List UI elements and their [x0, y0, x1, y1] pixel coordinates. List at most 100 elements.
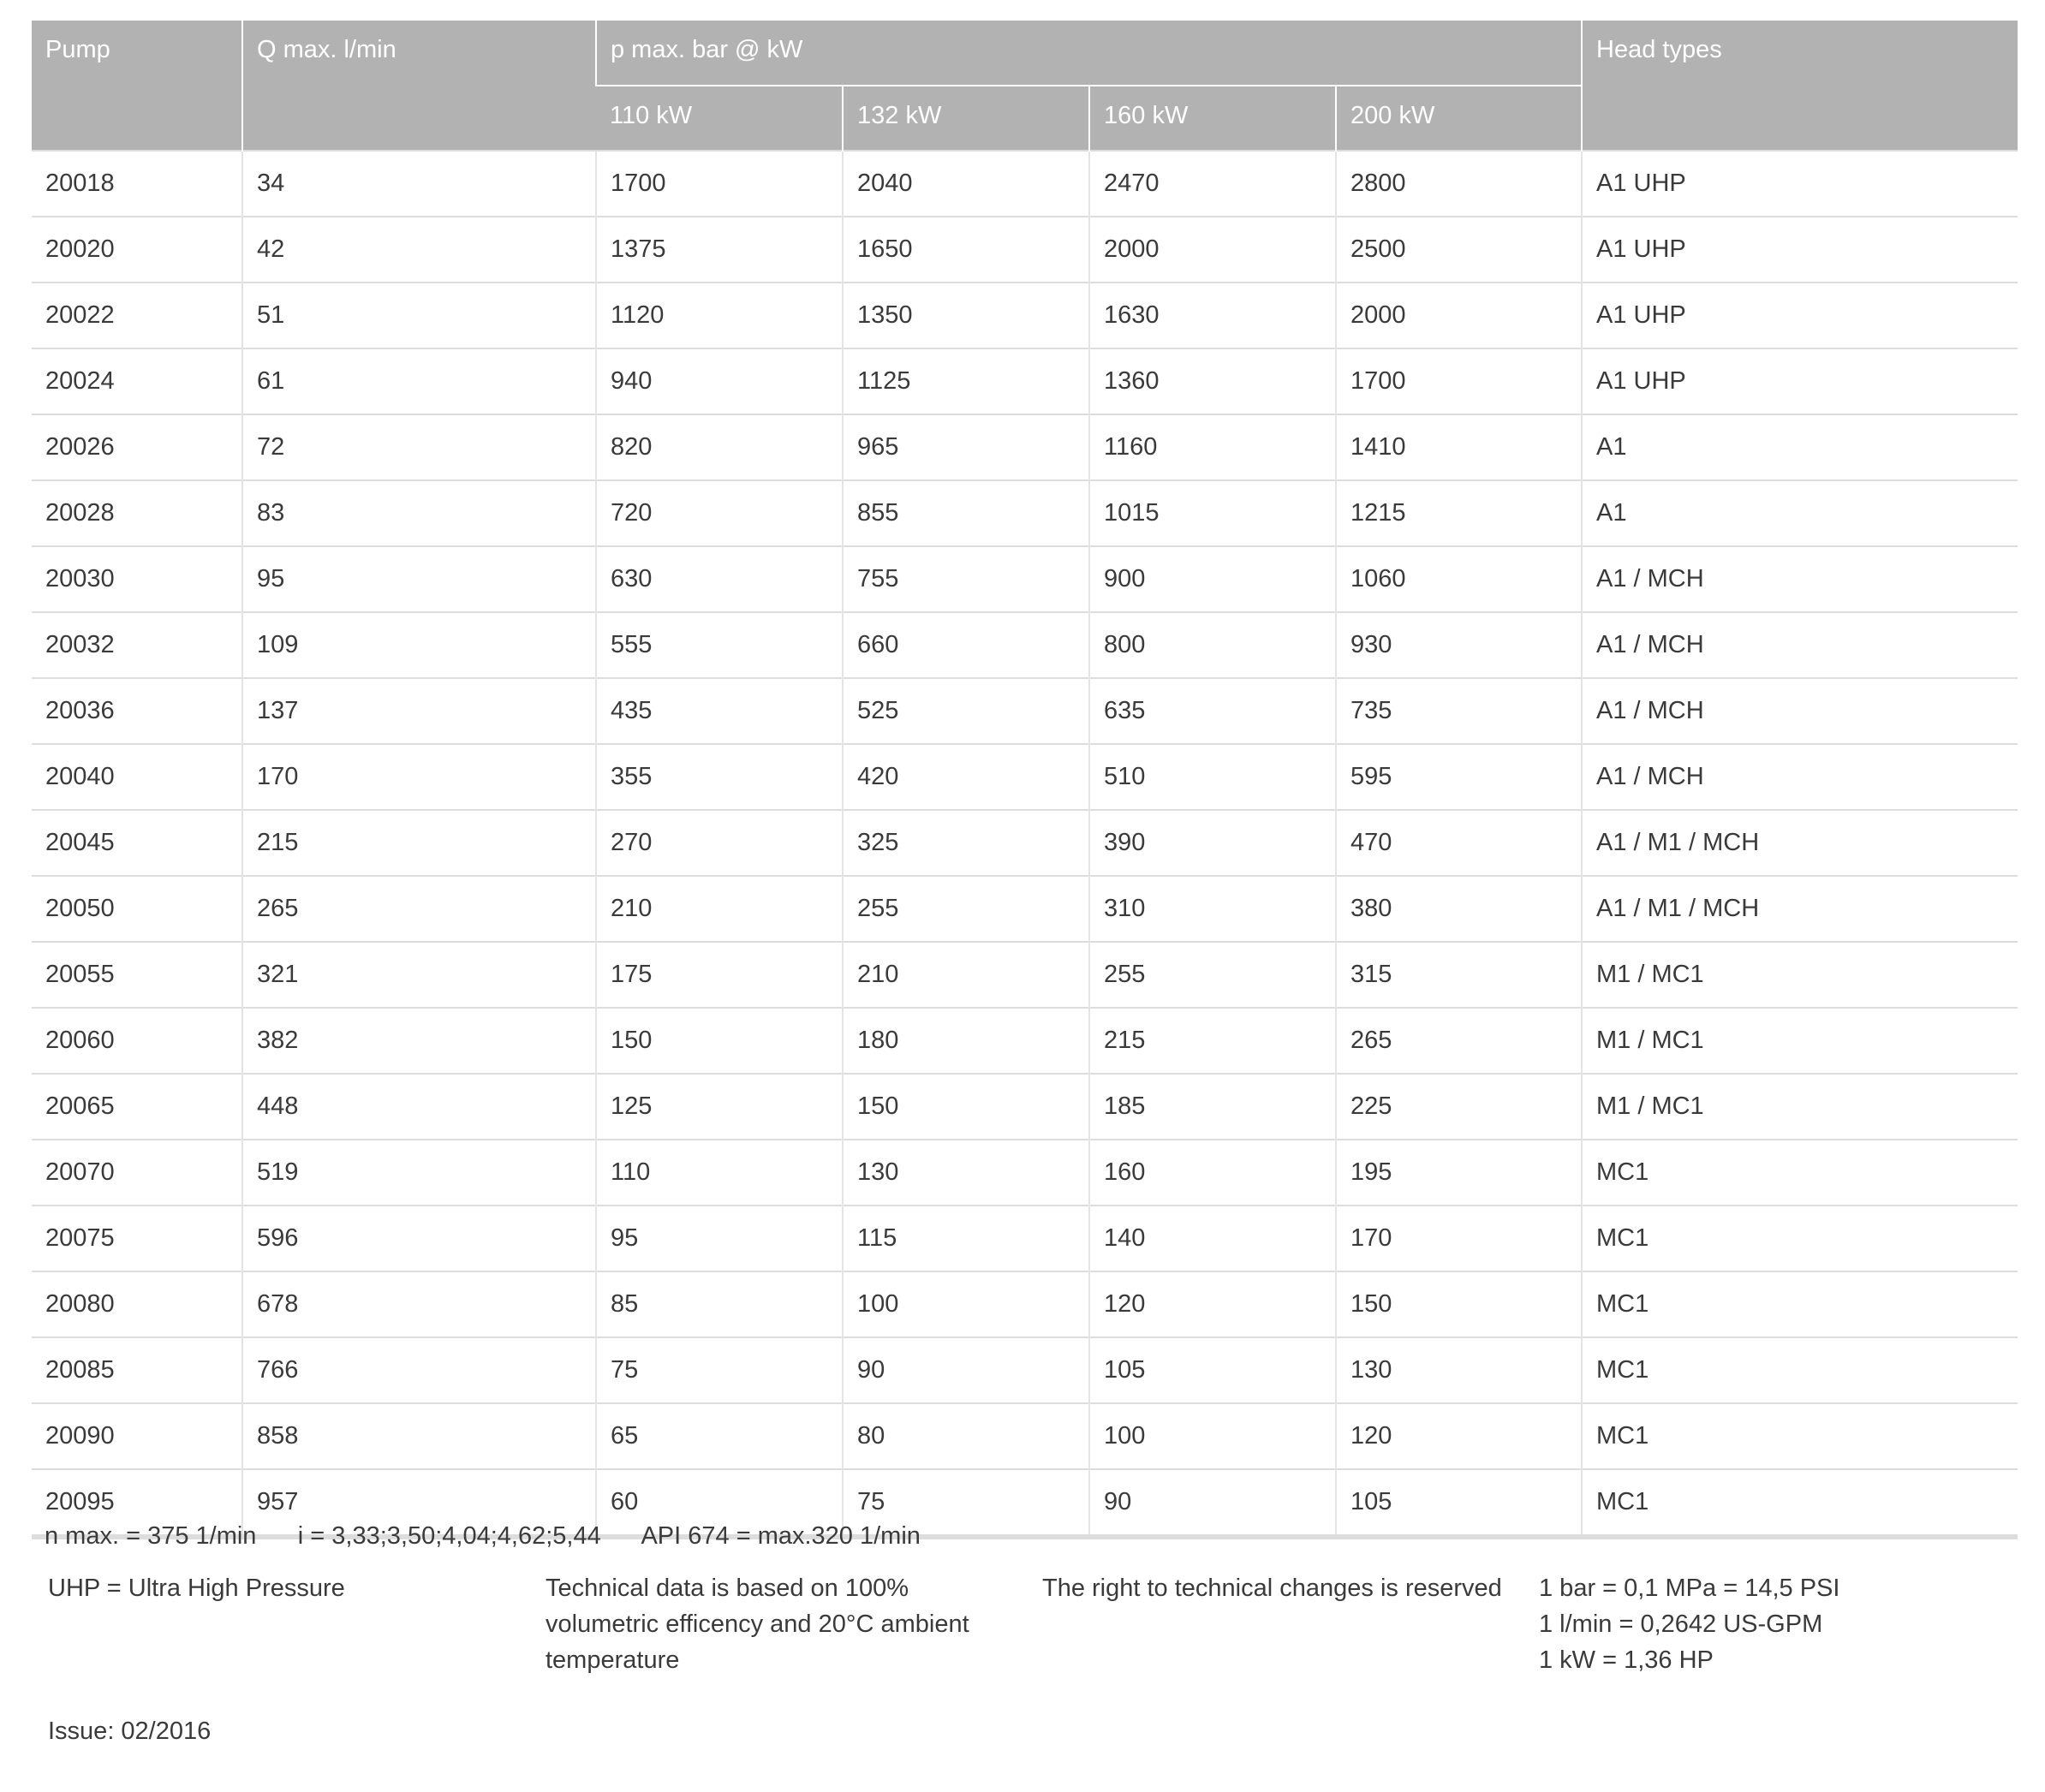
rights-note: The right to technical changes is reserv… [1042, 1575, 1502, 1602]
pump-data-table: Pump Q max. l/min p max. bar @ kW Head t… [32, 21, 2018, 1539]
cell-p-132kw: 255 [842, 875, 1089, 942]
cell-q-max: 95 [241, 545, 596, 612]
cell-p-200kw: 195 [1335, 1139, 1582, 1206]
cell-q-max: 51 [241, 282, 596, 348]
cell-p-200kw: 595 [1335, 743, 1582, 810]
cell-p-160kw: 160 [1088, 1139, 1336, 1206]
table-row: 20085 766 75 90 105 130 MC1 [32, 1337, 2018, 1403]
cell-p-200kw: 470 [1335, 809, 1582, 876]
issue-date: Issue: 02/2016 [48, 1718, 212, 1745]
cell-p-160kw: 255 [1088, 941, 1336, 1008]
cell-p-132kw: 1650 [842, 216, 1089, 283]
cell-p-200kw: 1060 [1335, 545, 1582, 612]
cell-p-160kw: 510 [1088, 743, 1336, 810]
cell-head-types: A1 [1581, 414, 2018, 480]
cell-q-max: 42 [241, 216, 596, 283]
cell-head-types: A1 UHP [1581, 216, 2018, 283]
cell-p-160kw: 120 [1088, 1271, 1336, 1337]
table-row: 20026 72 820 965 1160 1410 A1 [32, 414, 2018, 480]
cell-p-200kw: 2800 [1335, 150, 1582, 217]
cell-p-200kw: 105 [1335, 1468, 1582, 1539]
cell-p-160kw: 215 [1088, 1007, 1336, 1074]
cell-pump: 20095 [32, 1468, 242, 1539]
cell-pump: 20020 [32, 216, 242, 283]
cell-pump: 20028 [32, 479, 242, 546]
cell-p-200kw: 265 [1335, 1007, 1582, 1074]
cell-p-160kw: 390 [1088, 809, 1336, 876]
cell-q-max: 766 [241, 1337, 596, 1403]
cell-p-200kw: 735 [1335, 677, 1582, 744]
cell-p-110kw: 720 [595, 479, 843, 546]
table-row: 20028 83 720 855 1015 1215 A1 [32, 479, 2018, 546]
cell-p-160kw: 1160 [1088, 414, 1336, 480]
cell-p-110kw: 110 [595, 1139, 843, 1206]
cell-q-max: 170 [241, 743, 596, 810]
table-row: 20065 448 125 150 185 225 M1 / MC1 [32, 1073, 2018, 1140]
cell-p-110kw: 435 [595, 677, 843, 744]
cell-p-132kw: 150 [842, 1073, 1089, 1140]
cell-p-132kw: 90 [842, 1337, 1089, 1403]
cell-q-max: 519 [241, 1139, 596, 1206]
cell-p-200kw: 315 [1335, 941, 1582, 1008]
cell-pump: 20022 [32, 282, 242, 348]
cell-p-160kw: 105 [1088, 1337, 1336, 1403]
cell-q-max: 265 [241, 875, 596, 942]
cell-p-132kw: 855 [842, 479, 1089, 546]
cell-pump: 20024 [32, 348, 242, 414]
cell-pump: 20060 [32, 1007, 242, 1074]
table-row: 20036 137 435 525 635 735 A1 / MCH [32, 677, 2018, 744]
cell-head-types: MC1 [1581, 1139, 2018, 1206]
cell-p-132kw: 130 [842, 1139, 1089, 1206]
cell-p-110kw: 175 [595, 941, 843, 1008]
cell-head-types: M1 / MC1 [1581, 1073, 2018, 1140]
cell-p-200kw: 130 [1335, 1337, 1582, 1403]
cell-q-max: 34 [241, 150, 596, 217]
technical-note-line: volumetric efficency and 20°C ambient [546, 1610, 969, 1638]
cell-p-160kw: 185 [1088, 1073, 1336, 1140]
specs-note: n max. = 375 1/min i = 3,33;3,50;4,04;4,… [45, 1522, 921, 1550]
cell-q-max: 61 [241, 348, 596, 414]
header-132kw: 132 kW [842, 85, 1089, 151]
cell-pump: 20045 [32, 809, 242, 876]
cell-p-160kw: 2000 [1088, 216, 1336, 283]
cell-pump: 20050 [32, 875, 242, 942]
cell-p-200kw: 150 [1335, 1271, 1582, 1337]
cell-head-types: MC1 [1581, 1205, 2018, 1271]
technical-note-line: Technical data is based on 100% [546, 1575, 909, 1602]
header-200kw: 200 kW [1335, 85, 1582, 151]
cell-p-160kw: 100 [1088, 1402, 1336, 1469]
cell-p-132kw: 2040 [842, 150, 1089, 217]
cell-p-160kw: 90 [1088, 1468, 1336, 1539]
cell-p-110kw: 125 [595, 1073, 843, 1140]
cell-p-160kw: 140 [1088, 1205, 1336, 1271]
cell-p-110kw: 85 [595, 1271, 843, 1337]
cell-p-200kw: 170 [1335, 1205, 1582, 1271]
cell-p-110kw: 150 [595, 1007, 843, 1074]
table-row: 20024 61 940 1125 1360 1700 A1 UHP [32, 348, 2018, 414]
cell-p-132kw: 210 [842, 941, 1089, 1008]
header-q-max: Q max. l/min [241, 21, 596, 151]
cell-p-200kw: 380 [1335, 875, 1582, 942]
cell-q-max: 678 [241, 1271, 596, 1337]
cell-pump: 20040 [32, 743, 242, 810]
cell-p-132kw: 1350 [842, 282, 1089, 348]
cell-p-110kw: 1700 [595, 150, 843, 217]
cell-pump: 20030 [32, 545, 242, 612]
cell-pump: 20036 [32, 677, 242, 744]
cell-p-160kw: 800 [1088, 611, 1336, 678]
conversion-line: 1 l/min = 0,2642 US-GPM [1539, 1610, 1823, 1638]
cell-p-200kw: 1410 [1335, 414, 1582, 480]
cell-p-110kw: 630 [595, 545, 843, 612]
cell-p-110kw: 820 [595, 414, 843, 480]
cell-p-110kw: 355 [595, 743, 843, 810]
cell-pump: 20085 [32, 1337, 242, 1403]
cell-head-types: A1 / M1 / MCH [1581, 809, 2018, 876]
table-body: 20018 34 1700 2040 2470 2800 A1 UHP 20020 42 1375… [32, 150, 2018, 1539]
cell-p-110kw: 1120 [595, 282, 843, 348]
table-row: 20032 109 555 660 800 930 A1 / MCH [32, 611, 2018, 678]
table-row: 20022 51 1120 1350 1630 2000 A1 UHP [32, 282, 2018, 348]
header-head-types: Head types [1581, 21, 2018, 151]
cell-p-132kw: 525 [842, 677, 1089, 744]
cell-p-110kw: 60 [595, 1468, 843, 1539]
cell-pump: 20026 [32, 414, 242, 480]
